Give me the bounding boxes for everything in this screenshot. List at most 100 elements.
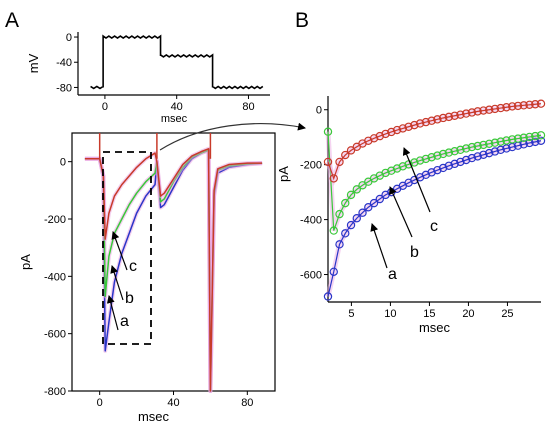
- data-point-b: [502, 136, 511, 145]
- data-point-a: [346, 220, 356, 230]
- data-point-a: [427, 168, 436, 177]
- data-point-a: [329, 267, 338, 276]
- data-point-c: [456, 110, 465, 119]
- zoom-box: [102, 151, 152, 345]
- data-point-c: [525, 100, 534, 109]
- label-a-panel-a: a: [120, 313, 129, 330]
- data-point-b: [456, 145, 465, 155]
- data-point-b: [490, 138, 500, 147]
- data-point-a: [438, 163, 448, 173]
- data-point-c: [404, 122, 413, 131]
- fit-axes: [327, 96, 541, 303]
- fit-ticks: 5 10 15 20 25 0 -200 -400 -600: [300, 105, 514, 320]
- current-ticks: 0 40 80 0 -200 -400 -600 -800: [44, 157, 253, 409]
- label-a-panel-b: a: [388, 266, 397, 283]
- data-point-b: [496, 137, 505, 146]
- data-point-b: [508, 135, 517, 144]
- voltage-protocol-chart: 0 40 80 0 -40 -80 msec mV: [26, 32, 270, 125]
- data-point-c: [392, 125, 402, 135]
- arrow-b-panel-b: [389, 186, 413, 238]
- y-tick-label: 0: [60, 157, 66, 169]
- data-point-a: [456, 157, 465, 167]
- data-point-b: [467, 142, 477, 152]
- data-point-a: [467, 153, 477, 163]
- data-point-b: [335, 209, 344, 219]
- y-tick-label: -600: [300, 270, 322, 282]
- arrow-b-panel-a: [110, 265, 124, 301]
- data-point-b: [438, 149, 448, 159]
- data-point-c: [461, 109, 471, 118]
- data-point-c: [513, 101, 523, 111]
- data-point-b: [433, 151, 442, 160]
- fit-line-b: [327, 131, 542, 231]
- y-tick-label: -40: [56, 57, 72, 69]
- data-point-a: [433, 165, 442, 175]
- data-point-c: [415, 119, 425, 128]
- data-point-c: [531, 100, 540, 109]
- data-point-a: [358, 208, 367, 217]
- data-point-c: [467, 108, 477, 117]
- y-tick-label: -200: [44, 214, 66, 226]
- data-point-c: [490, 104, 500, 114]
- data-point-c: [438, 113, 448, 123]
- x-tick-label: 0: [102, 101, 108, 113]
- data-point-c: [335, 157, 344, 167]
- voltage-y-axis-title: mV: [26, 53, 41, 73]
- data-point-b: [473, 141, 482, 151]
- data-point-c: [519, 101, 528, 110]
- data-point-c: [398, 124, 408, 133]
- data-point-c: [479, 106, 488, 115]
- data-point-a: [536, 136, 546, 145]
- data-point-b: [531, 131, 540, 141]
- arrow-c-panel-a: [111, 231, 128, 271]
- data-point-c: [502, 103, 511, 112]
- data-point-b: [410, 158, 419, 167]
- data-point-a: [502, 144, 511, 153]
- y-tick-label: -400: [44, 271, 66, 283]
- fit-chart: 5 10 15 20 25 0 -200 -400 -600 msec pA a b c: [276, 96, 546, 335]
- data-point-c: [329, 174, 338, 183]
- data-point-a: [369, 198, 379, 208]
- data-point-a: [479, 150, 488, 159]
- y-tick-label: -200: [300, 160, 322, 172]
- data-point-c: [473, 107, 482, 116]
- x-tick-label: 10: [384, 308, 396, 320]
- data-point-b: [329, 226, 338, 235]
- data-point-b: [427, 153, 436, 162]
- current-trace-c: [84, 148, 263, 392]
- data-point-c: [375, 131, 385, 141]
- data-point-a: [450, 159, 459, 169]
- data-point-b: [341, 198, 350, 208]
- label-b-panel-a: b: [125, 290, 134, 307]
- data-point-c: [450, 111, 459, 120]
- x-tick-label: 40: [167, 397, 179, 409]
- data-point-b: [421, 154, 431, 164]
- data-point-a: [341, 229, 350, 238]
- data-point-b: [525, 132, 534, 142]
- y-tick-label: -600: [44, 329, 66, 341]
- data-point-c: [536, 99, 546, 108]
- data-point-b: [381, 168, 390, 178]
- fit-points: [323, 99, 546, 301]
- fit-y-axis-title: pA: [276, 166, 291, 182]
- data-point-c: [410, 120, 419, 130]
- current-x-axis-title: msec: [138, 409, 170, 424]
- data-point-b: [450, 147, 459, 156]
- data-point-b: [392, 164, 402, 173]
- data-point-a: [525, 138, 534, 148]
- data-point-b: [398, 162, 408, 171]
- data-point-a: [323, 292, 333, 301]
- voltage-traces: [90, 34, 264, 90]
- current-traces: [84, 133, 263, 393]
- data-point-c: [496, 103, 505, 113]
- data-point-a: [519, 140, 528, 149]
- data-point-a: [364, 203, 373, 212]
- data-point-c: [444, 112, 454, 122]
- data-point-b: [346, 190, 356, 200]
- voltage-trace: [90, 34, 264, 90]
- label-c-panel-b: c: [430, 218, 438, 235]
- data-point-c: [484, 105, 494, 114]
- data-point-c: [508, 102, 517, 111]
- panel-b-letter: B: [295, 9, 309, 32]
